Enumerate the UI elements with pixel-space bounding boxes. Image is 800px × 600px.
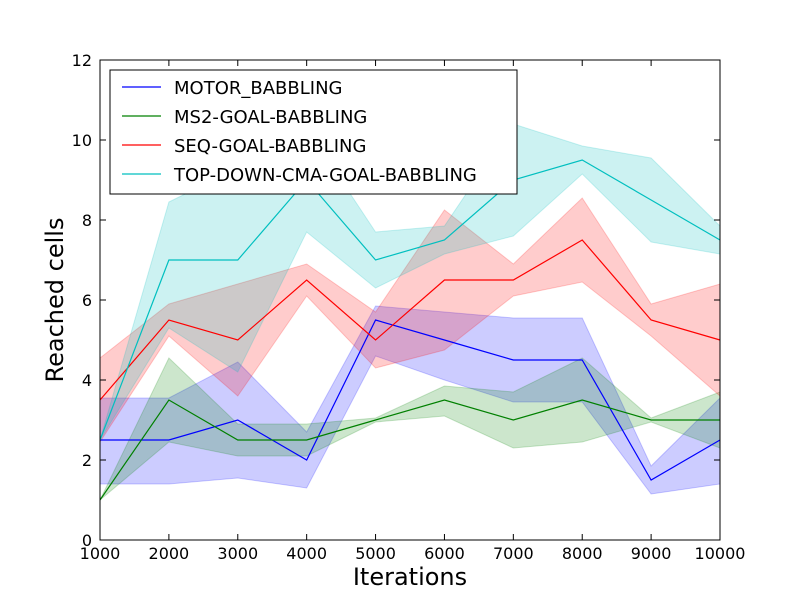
x-tick-label: 1000 [80, 544, 121, 563]
y-tick-label: 2 [82, 451, 92, 470]
series-lines [99, 159, 721, 501]
y-tick-label: 8 [82, 211, 92, 230]
legend-box [109, 69, 518, 195]
top-down-cma-goal-babbling-line [99, 159, 721, 441]
x-tick-label: 9000 [631, 544, 672, 563]
x-tick-label: 5000 [355, 544, 396, 563]
legend: MOTOR_BABBLING MS2-GOAL-BABBLING SEQ-GOAL-… [109, 69, 518, 195]
x-axis: 1000 2000 3000 4000 5000 6000 7000 8000 9000 1000… [80, 60, 746, 563]
x-tick-label: 4000 [286, 544, 327, 563]
x-tick-label: 8000 [562, 544, 603, 563]
x-tick-label: 2000 [149, 544, 190, 563]
x-tick-label: 6000 [424, 544, 465, 563]
x-tick-label: 3000 [217, 544, 258, 563]
x-tick-label: 7000 [493, 544, 534, 563]
y-tick-label: 6 [82, 291, 92, 310]
y-tick-label: 4 [82, 371, 92, 390]
ms2-goal-babbling-legend-label: MS2-GOAL-BABBLING [174, 107, 367, 128]
y-axis: 0 2 4 6 8 10 12 [72, 51, 720, 550]
y-tick-label: 12 [72, 51, 92, 70]
y-axis-title: Reached cells [41, 218, 69, 383]
motor-babbling-line [100, 319, 721, 481]
ms2-goal-babbling-line [99, 399, 720, 501]
top-down-cma-goal-babbling-legend-label: TOP-DOWN-CMA-GOAL-BABBLING [173, 165, 477, 186]
y-tick-label: 0 [82, 531, 92, 550]
motor-babbling-legend-label: MOTOR_BABBLING [174, 78, 342, 99]
x-tick-label: 10000 [695, 544, 746, 563]
y-tick-label: 10 [72, 131, 92, 150]
seq-goal-babbling-line [99, 239, 721, 401]
x-axis-title: Iterations [353, 563, 467, 591]
seq-goal-babbling-legend-label: SEQ-GOAL-BABBLING [174, 136, 366, 157]
